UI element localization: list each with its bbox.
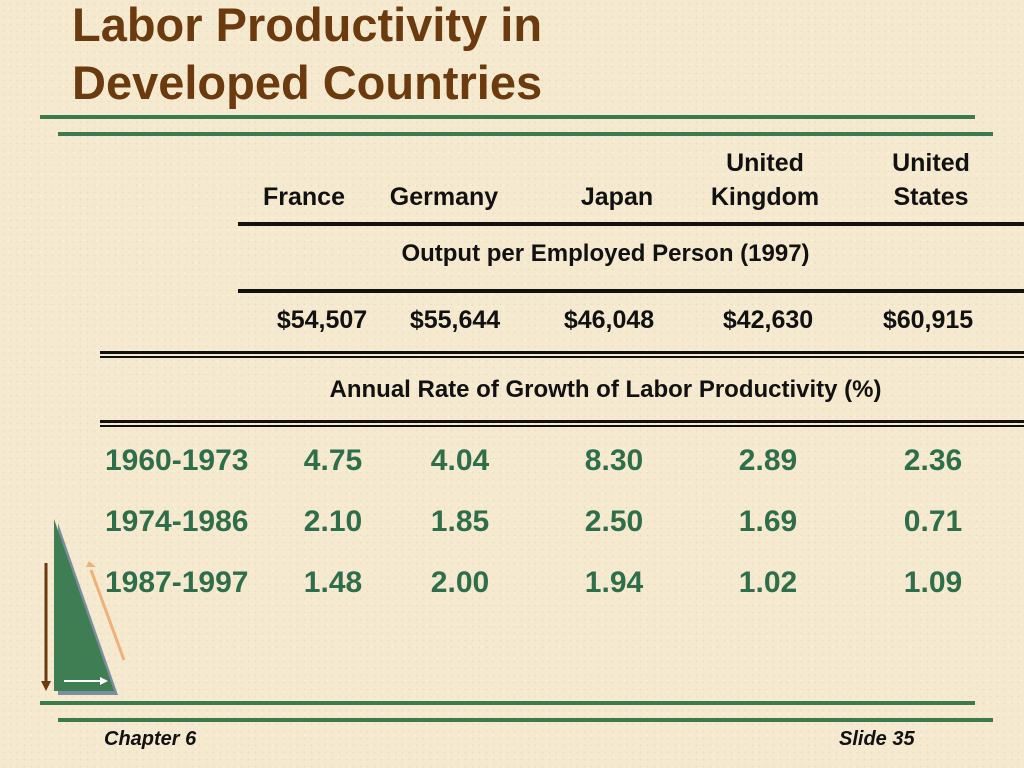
growth-value-france: 1.48 xyxy=(303,566,363,599)
output-heading-rule xyxy=(238,289,1024,293)
column-header-line-1 xyxy=(378,146,510,180)
column-header-line-1 xyxy=(244,146,364,180)
triangle-arrows-icon xyxy=(41,519,126,695)
section-double-rule-bottom xyxy=(100,420,1024,423)
growth-value-united-states: 2.36 xyxy=(903,444,963,477)
slide-title-line-2: Developed Countries xyxy=(72,56,543,109)
chapter-label: Chapter 6 xyxy=(104,728,197,750)
column-header-line-2: Japan xyxy=(580,183,654,211)
growth-value-united-kingdom: 1.69 xyxy=(738,505,798,538)
growth-value-united-kingdom: 2.89 xyxy=(738,444,798,477)
slide-title-line-1: Labor Productivity in xyxy=(72,0,543,51)
section-double-rule-top-inner xyxy=(100,356,1024,358)
column-header-germany: Germany xyxy=(378,146,510,214)
column-header-line-1 xyxy=(557,146,677,180)
column-header-line-1: United xyxy=(726,149,804,177)
growth-period-label: 1960-1973 xyxy=(105,444,249,477)
growth-value-france: 2.10 xyxy=(303,505,363,538)
growth-value-japan: 8.30 xyxy=(584,444,644,477)
growth-value-united-kingdom: 1.02 xyxy=(738,566,798,599)
footer-divider-lower xyxy=(58,718,993,722)
growth-section-heading: Annual Rate of Growth of Labor Productiv… xyxy=(329,376,882,403)
slide-number: Slide 35 xyxy=(839,728,915,750)
growth-period-label: 1974-1986 xyxy=(105,505,249,538)
title-divider-upper xyxy=(40,115,975,119)
growth-value-japan: 1.94 xyxy=(584,566,644,599)
slide-title: Labor Productivity in Developed Countrie… xyxy=(72,0,692,112)
column-header-united-states: United States xyxy=(866,146,996,214)
column-header-line-2: Germany xyxy=(389,183,499,211)
growth-value-germany: 2.00 xyxy=(430,566,490,599)
column-header-line-1: United xyxy=(892,149,970,177)
footer-divider-upper xyxy=(40,701,975,705)
growth-period-label: 1987-1997 xyxy=(105,566,249,599)
output-value-france: $54,507 xyxy=(276,306,368,334)
column-header-line-2: States xyxy=(893,183,969,211)
growth-value-germany: 4.04 xyxy=(430,444,490,477)
growth-value-france: 4.75 xyxy=(303,444,363,477)
column-header-united-kingdom: United Kingdom xyxy=(695,146,835,214)
output-value-germany: $55,644 xyxy=(409,306,501,334)
column-header-line-2: France xyxy=(263,183,345,211)
column-header-line-2: Kingdom xyxy=(710,183,820,211)
growth-value-japan: 2.50 xyxy=(584,505,644,538)
output-value-united-states: $60,915 xyxy=(882,306,974,334)
growth-value-united-states: 0.71 xyxy=(903,505,963,538)
title-divider-lower xyxy=(58,132,993,136)
output-value-united-kingdom: $42,630 xyxy=(722,306,814,334)
header-rule xyxy=(238,222,1024,226)
growth-value-united-states: 1.09 xyxy=(903,566,963,599)
output-value-japan: $46,048 xyxy=(563,306,655,334)
column-header-france: France xyxy=(244,146,364,214)
output-section-heading: Output per Employed Person (1997) xyxy=(401,240,810,267)
section-double-rule-bottom-inner xyxy=(100,425,1024,427)
column-header-japan: Japan xyxy=(557,146,677,214)
section-double-rule-top xyxy=(100,351,1024,354)
growth-value-germany: 1.85 xyxy=(430,505,490,538)
